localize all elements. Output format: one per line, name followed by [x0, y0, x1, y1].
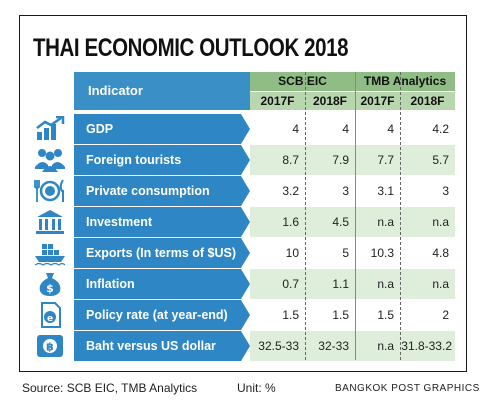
row-label-baht-vs-usd: Baht versus US dollar — [74, 331, 250, 361]
table-cell: 1.5 — [332, 308, 349, 322]
table-cell: 4.8 — [432, 246, 449, 260]
table-cell: n.a — [432, 215, 449, 229]
table-cell: 31.8-33.2 — [401, 339, 452, 353]
table-cell: n.a — [432, 277, 449, 291]
row-band — [250, 269, 455, 299]
document-e-icon: e — [34, 301, 66, 329]
table-cell: 4 — [292, 122, 299, 136]
bar-chart-growth-icon — [34, 115, 66, 143]
table-cell: 4.5 — [332, 215, 349, 229]
table-cell: 7.9 — [332, 153, 349, 167]
table-cell: 4 — [342, 122, 349, 136]
row-label-investment: Investment — [74, 207, 250, 237]
column-divider — [305, 72, 306, 360]
column-divider — [400, 72, 401, 360]
table-cell: n.a — [377, 215, 394, 229]
money-bag-icon: $ — [34, 270, 66, 298]
group-divider — [355, 72, 356, 360]
credit-note: BANGKOK POST GRAPHICS — [335, 383, 480, 394]
table-cell: 4.2 — [432, 122, 449, 136]
year-header-scb-2017: 2017F — [250, 91, 305, 110]
table-cell: 32-33 — [318, 339, 349, 353]
svg-text:฿: ฿ — [46, 341, 54, 354]
table-cell: 7.7 — [377, 153, 394, 167]
tmb-analytics-header: TMB Analytics — [355, 72, 455, 91]
svg-text:$: $ — [46, 282, 54, 295]
year-header-scb-2018: 2018F — [305, 91, 355, 110]
row-label-gdp: GDP — [74, 114, 250, 144]
page-title: THAI ECONOMIC OUTLOOK 2018 — [33, 34, 349, 62]
bank-building-icon — [34, 208, 66, 236]
table-cell: n.a — [377, 277, 394, 291]
table-cell: 1.5 — [377, 308, 394, 322]
row-band — [250, 145, 455, 175]
table-cell: 3 — [342, 184, 349, 198]
table-cell: 4 — [387, 122, 394, 136]
row-band — [250, 238, 455, 268]
row-label-exports: Exports (In terms of $US) — [74, 238, 250, 268]
table-cell: 1.1 — [332, 277, 349, 291]
row-band — [250, 176, 455, 206]
year-header-tmb-2017: 2017F — [355, 91, 400, 110]
cargo-ship-icon — [34, 239, 66, 267]
table-cell: 5 — [342, 246, 349, 260]
year-header-tmb-2018: 2018F — [400, 91, 455, 110]
table-cell: 32.5-33 — [258, 339, 299, 353]
table-cell: 2 — [442, 308, 449, 322]
table-cell: 3 — [442, 184, 449, 198]
source-note: Source: SCB EIC, TMB Analytics — [22, 381, 198, 395]
indicator-column-header: Indicator — [74, 72, 250, 110]
table-cell: 8.7 — [282, 153, 299, 167]
table-cell: 1.5 — [282, 308, 299, 322]
unit-note: Unit: % — [237, 381, 276, 395]
svg-text:e: e — [47, 314, 53, 324]
plate-fork-knife-icon — [34, 177, 66, 205]
row-band — [250, 331, 455, 361]
table-cell: n.a — [377, 339, 394, 353]
table-cell: 10.3 — [370, 246, 394, 260]
table-cell: 10 — [285, 246, 299, 260]
row-band — [250, 114, 455, 144]
row-label-private-consumption: Private consumption — [74, 176, 250, 206]
people-group-icon — [34, 146, 66, 174]
row-label-foreign-tourists: Foreign tourists — [74, 145, 250, 175]
row-label-policy-rate: Policy rate (at year-end) — [74, 300, 250, 330]
table-cell: 3.1 — [377, 184, 394, 198]
table-cell: 1.6 — [282, 215, 299, 229]
baht-coin-icon: ฿ — [34, 332, 66, 360]
table-cell: 5.7 — [432, 153, 449, 167]
table-cell: 3.2 — [282, 184, 299, 198]
row-band — [250, 300, 455, 330]
row-band — [250, 207, 455, 237]
table-cell: 0.7 — [282, 277, 299, 291]
row-label-inflation: Inflation — [74, 269, 250, 299]
scb-eic-header: SCB EIC — [250, 72, 355, 91]
